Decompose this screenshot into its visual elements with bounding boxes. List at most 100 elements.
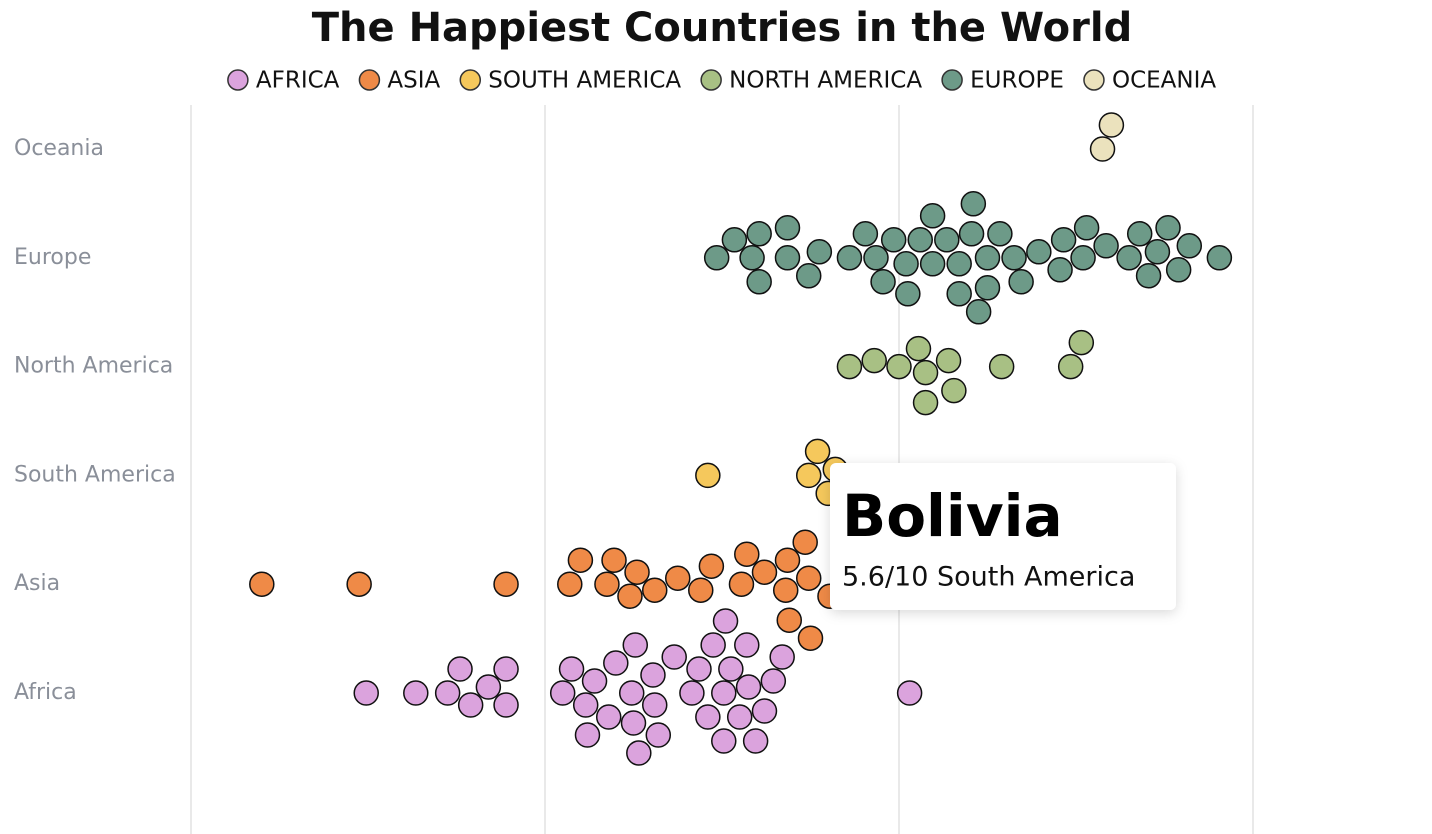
dot: [721, 227, 748, 253]
legend-item: NORTH AMERICA: [700, 68, 922, 94]
dot: [574, 722, 601, 748]
tooltip: Bolivia 5.6/10 South America: [830, 463, 1176, 610]
dot: [700, 632, 726, 658]
dot: [935, 347, 962, 374]
dot: [912, 359, 939, 386]
dot: [974, 275, 1001, 301]
dot: [1116, 245, 1142, 271]
dot: [941, 377, 967, 404]
dot: [493, 571, 519, 597]
dot: [769, 644, 795, 670]
dot: [919, 251, 946, 277]
dot: [965, 299, 992, 325]
dot: [1057, 353, 1084, 380]
dot: [434, 680, 461, 706]
dot: [726, 704, 753, 730]
dot: [712, 608, 739, 634]
tooltip-box: [830, 463, 1176, 610]
dot: [1155, 215, 1181, 241]
dot: [618, 680, 645, 706]
dot: [852, 221, 879, 247]
dot: [1093, 233, 1119, 259]
dot: [346, 571, 372, 597]
dot: [493, 656, 519, 682]
dot: [711, 680, 737, 706]
dot: [695, 704, 721, 730]
legend-label: OCEANIA: [1112, 68, 1216, 94]
dot: [934, 227, 960, 253]
dot: [1047, 257, 1073, 283]
dot: [760, 668, 787, 694]
dot: [603, 650, 629, 676]
dot: [896, 680, 923, 706]
dot: [960, 191, 987, 217]
dot: [886, 353, 912, 380]
legend-item: ASIA: [358, 68, 441, 94]
legend-label: AFRICA: [256, 68, 340, 94]
dot: [549, 680, 576, 706]
legend-label: NORTH AMERICA: [729, 68, 922, 94]
dot: [558, 656, 585, 682]
dot: [1098, 112, 1125, 138]
dot: [1070, 245, 1096, 271]
y-tick-label: North America: [14, 354, 173, 379]
dot: [772, 577, 799, 603]
dot: [641, 577, 668, 603]
dot: [774, 547, 801, 573]
dot: [711, 728, 737, 754]
dot: [703, 245, 730, 271]
dot: [774, 215, 801, 241]
dot: [774, 245, 801, 271]
dot: [792, 529, 818, 555]
dot: [746, 269, 772, 295]
dot: [895, 281, 921, 307]
dot: [447, 656, 473, 682]
dot: [797, 625, 824, 651]
dots: [249, 112, 1233, 766]
dot: [572, 692, 599, 718]
legend-label: SOUTH AMERICA: [488, 68, 681, 94]
chart-title: The Happiest Countries in the World: [312, 5, 1132, 51]
row-labels: Africa Asia South America North America Euro…: [14, 136, 176, 705]
dot: [679, 680, 705, 706]
dot: [1068, 329, 1095, 356]
dot: [734, 541, 760, 567]
tooltip-title: Bolivia: [842, 482, 1063, 550]
dot: [1008, 269, 1034, 295]
dot: [594, 571, 620, 597]
dot: [870, 269, 896, 295]
dot: [905, 335, 932, 362]
dot: [728, 571, 755, 597]
dot: [457, 692, 484, 718]
dot: [795, 263, 822, 289]
dot: [742, 728, 769, 754]
dot: [620, 710, 647, 736]
dot: [353, 680, 379, 706]
legend-swatch: [1083, 69, 1105, 91]
dot: [907, 227, 933, 253]
dot: [1073, 215, 1100, 241]
dot: [617, 583, 643, 609]
dot: [601, 547, 627, 573]
dot: [735, 674, 762, 700]
dot: [493, 692, 519, 718]
dot: [795, 462, 822, 489]
dot: [567, 547, 594, 573]
legend-swatch: [227, 69, 249, 91]
dot: [249, 571, 275, 597]
dot: [1026, 239, 1052, 265]
dot: [698, 553, 725, 579]
dot: [795, 565, 822, 591]
dot: [946, 281, 972, 307]
dot: [695, 462, 721, 489]
y-tick-label: South America: [14, 462, 176, 487]
legend: AFRICA ASIA SOUTH AMERICA NORTH AMERICA EURO…: [227, 68, 1216, 94]
dot: [880, 227, 907, 253]
dot: [739, 245, 765, 271]
dot: [686, 656, 712, 682]
dot: [1206, 245, 1233, 271]
dot: [974, 245, 1001, 271]
dot: [912, 389, 939, 416]
dot: [751, 698, 778, 724]
